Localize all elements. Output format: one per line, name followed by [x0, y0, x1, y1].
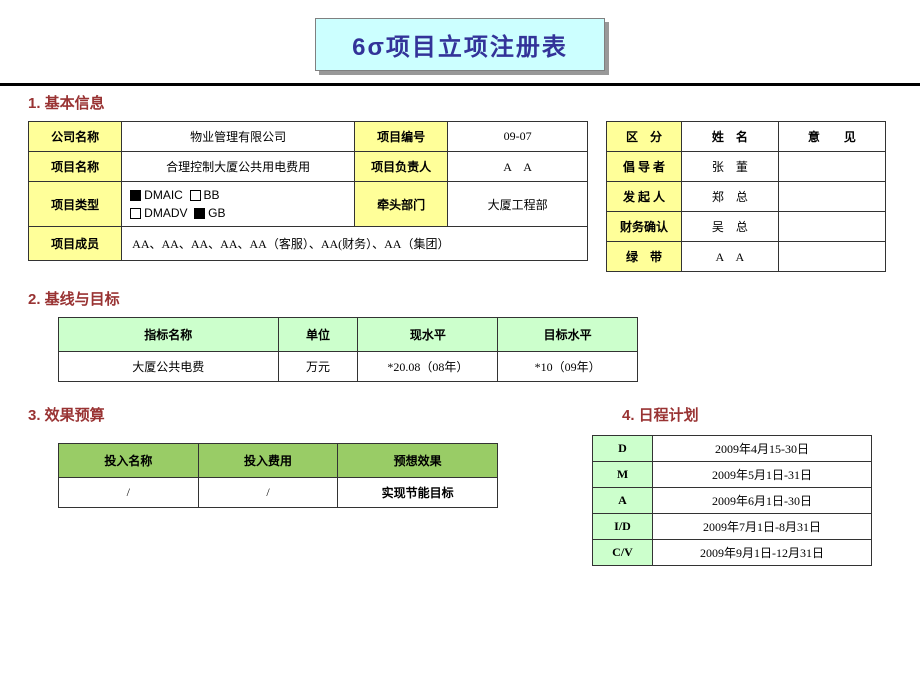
bl-current: *20.08（08年） [358, 352, 498, 382]
type-gb: GB [208, 206, 225, 220]
label-company: 公司名称 [29, 122, 122, 152]
checkbox-gb [194, 208, 205, 219]
basic-info-table: 公司名称 物业管理有限公司 项目编号 09-07 项目名称 合理控制大厦公共用电… [28, 121, 588, 261]
budget-block: 3. 效果预算 投入名称 投入费用 预想效果 / / 实现节能目标 [28, 400, 508, 566]
section-3-4-row: 3. 效果预算 投入名称 投入费用 预想效果 / / 实现节能目标 4. 日程计… [28, 400, 892, 566]
appr-r0-name: 张 董 [682, 152, 779, 182]
baseline-table: 指标名称 单位 现水平 目标水平 大厦公共电费 万元 *20.08（08年） *… [58, 317, 638, 382]
title-area: 6σ项目立项注册表 [0, 0, 920, 71]
sch-d2: 2009年6月1日-30日 [653, 488, 872, 514]
basic-info-row: 公司名称 物业管理有限公司 项目编号 09-07 项目名称 合理控制大厦公共用电… [28, 121, 892, 272]
val-leader: A A [448, 152, 588, 182]
appr-r3-name: A A [682, 242, 779, 272]
appr-h-cat: 区 分 [607, 122, 682, 152]
type-dmaic: DMAIC [144, 188, 183, 202]
label-projno: 项目编号 [355, 122, 448, 152]
appr-h-name: 姓 名 [682, 122, 779, 152]
divider [0, 83, 920, 86]
appr-r1-name: 郑 总 [682, 182, 779, 212]
appr-r1-op [778, 182, 885, 212]
sch-d4: 2009年9月1日-12月31日 [653, 540, 872, 566]
appr-r2-name: 吴 总 [682, 212, 779, 242]
checkbox-dmaic [130, 190, 141, 201]
val-projname: 合理控制大厦公共用电费用 [122, 152, 355, 182]
appr-h-opinion: 意 见 [778, 122, 885, 152]
label-projtype: 项目类型 [29, 182, 122, 227]
val-members: AA、AA、AA、AA、AA（客服）、AA(财务）、AA（集团） [122, 227, 588, 261]
bl-h-unit: 单位 [278, 318, 358, 352]
appr-r2-op [778, 212, 885, 242]
bud-effect: 实现节能目标 [338, 478, 498, 508]
appr-r0-cat: 倡 导 者 [607, 152, 682, 182]
section-3-title: 3. 效果预算 [28, 404, 508, 425]
appr-r0-op [778, 152, 885, 182]
bl-h-metric: 指标名称 [59, 318, 279, 352]
checkbox-bb [190, 190, 201, 201]
sch-d1: 2009年5月1日-31日 [653, 462, 872, 488]
appr-r1-cat: 发 起 人 [607, 182, 682, 212]
bud-h-effect: 预想效果 [338, 444, 498, 478]
approval-table: 区 分 姓 名 意 见 倡 导 者张 董 发 起 人郑 总 财务确认吴 总 绿 … [606, 121, 886, 272]
val-projno: 09-07 [448, 122, 588, 152]
budget-table: 投入名称 投入费用 预想效果 / / 实现节能目标 [58, 443, 498, 508]
content: 1. 基本信息 公司名称 物业管理有限公司 项目编号 09-07 项目名称 合理… [0, 92, 920, 566]
label-members: 项目成员 [29, 227, 122, 261]
section-4-title: 4. 日程计划 [622, 404, 892, 425]
bud-cost: / [198, 478, 338, 508]
section-2-title: 2. 基线与目标 [28, 288, 892, 309]
bl-h-current: 现水平 [358, 318, 498, 352]
val-dept: 大厦工程部 [448, 182, 588, 227]
bud-h-name: 投入名称 [59, 444, 199, 478]
label-dept: 牵头部门 [355, 182, 448, 227]
bl-metric: 大厦公共电费 [59, 352, 279, 382]
type-bb: BB [204, 188, 220, 202]
bl-h-target: 目标水平 [498, 318, 638, 352]
appr-r3-cat: 绿 带 [607, 242, 682, 272]
checkbox-dmadv [130, 208, 141, 219]
appr-r2-cat: 财务确认 [607, 212, 682, 242]
sch-p1: M [593, 462, 653, 488]
bl-target: *10（09年） [498, 352, 638, 382]
sch-p3: I/D [593, 514, 653, 540]
sch-d3: 2009年7月1日-8月31日 [653, 514, 872, 540]
schedule-table: D2009年4月15-30日 M2009年5月1日-31日 A2009年6月1日… [592, 435, 872, 566]
bud-name: / [59, 478, 199, 508]
val-projtype: DMAIC BB DMADV GB [122, 182, 355, 227]
sch-p4: C/V [593, 540, 653, 566]
type-dmadv: DMADV [144, 206, 187, 220]
sch-d0: 2009年4月15-30日 [653, 436, 872, 462]
page-title: 6σ项目立项注册表 [315, 18, 605, 71]
bud-h-cost: 投入费用 [198, 444, 338, 478]
schedule-block: 4. 日程计划 D2009年4月15-30日 M2009年5月1日-31日 A2… [592, 400, 892, 566]
sch-p2: A [593, 488, 653, 514]
label-leader: 项目负责人 [355, 152, 448, 182]
sch-p0: D [593, 436, 653, 462]
bl-unit: 万元 [278, 352, 358, 382]
label-projname: 项目名称 [29, 152, 122, 182]
val-company: 物业管理有限公司 [122, 122, 355, 152]
appr-r3-op [778, 242, 885, 272]
section-1-title: 1. 基本信息 [28, 92, 892, 113]
